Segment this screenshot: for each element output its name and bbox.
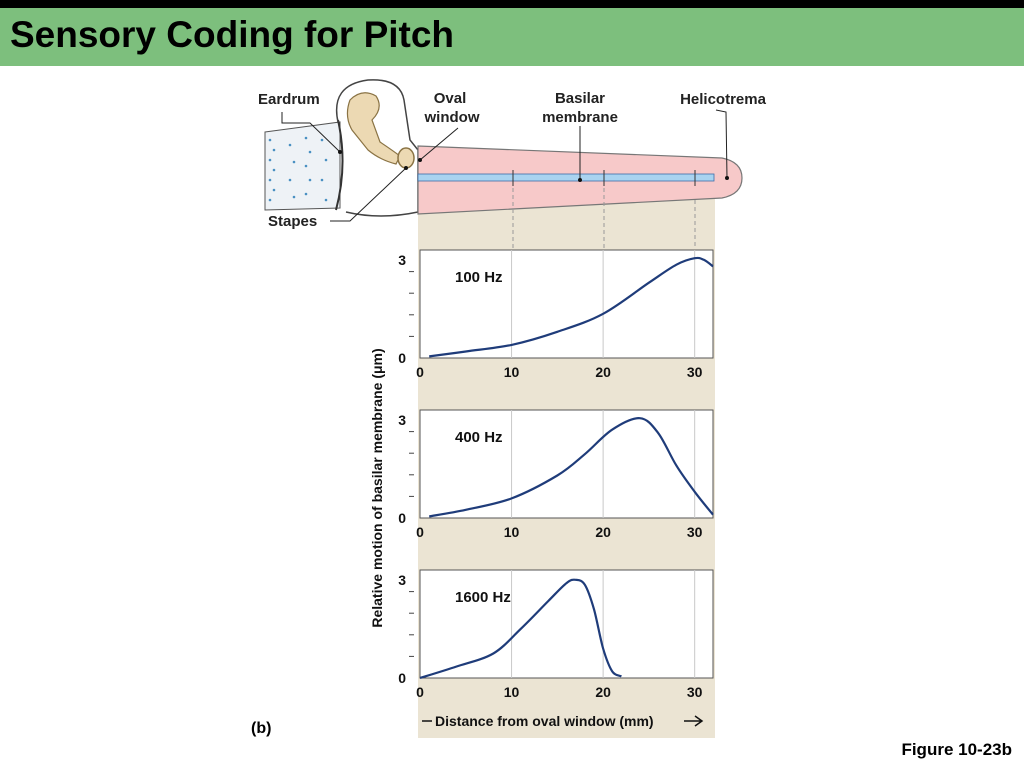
series-line: [419, 578, 622, 680]
label-oval-window-line1: Oval: [434, 90, 467, 107]
ear-diagram: Eardrum Oval window Basilar membrane Hel…: [258, 79, 767, 248]
stapes-footplate: [397, 147, 415, 169]
basilar-membrane: [417, 173, 715, 182]
label-eardrum: Eardrum: [258, 91, 320, 108]
x-label-arrow: [684, 715, 704, 727]
series-label: 1600 Hz: [455, 589, 511, 606]
middle-ear-outline: [335, 79, 419, 217]
slide-title: Sensory Coding for Pitch: [10, 14, 455, 55]
leader-oval: [419, 127, 459, 161]
sound-wave-dots: [268, 136, 328, 202]
leader-dot-oval: [418, 158, 422, 162]
x-axis-label: Distance from oval window (mm): [435, 713, 654, 729]
y-tick-label: 0: [398, 670, 406, 686]
x-tick-label: 0: [416, 524, 424, 540]
x-axis-label-group: Distance from oval window (mm): [422, 713, 704, 729]
x-tick-label: 20: [595, 684, 611, 700]
plot-area: [419, 569, 714, 679]
y-tick-label: 0: [398, 350, 406, 366]
ear-canal: [264, 121, 341, 211]
y-tick-label: 3: [398, 572, 406, 588]
y-axis-label: Relative motion of basilar membrane (μm): [369, 348, 385, 627]
y-tick-label: 3: [398, 412, 406, 428]
label-oval-window-line2: window: [424, 109, 480, 126]
eardrum: [335, 119, 344, 211]
series-line: [429, 417, 714, 518]
title-band: [0, 8, 1024, 66]
figure-label: Figure 10-23b: [901, 740, 1012, 759]
x-tick-label: 10: [504, 524, 520, 540]
x-tick-label: 20: [595, 364, 611, 380]
leader-dot-eardrum: [338, 150, 342, 154]
series-line: [429, 256, 714, 358]
leader-dot-helicotrema: [725, 176, 729, 180]
label-stapes: Stapes: [268, 213, 317, 230]
top-border: [0, 0, 1024, 8]
x-tick-label: 30: [687, 684, 703, 700]
plot-area: [419, 409, 714, 519]
ossicles: [346, 92, 401, 165]
series-label: 400 Hz: [455, 429, 503, 446]
plot-area: [419, 249, 714, 359]
x-tick-label: 20: [595, 524, 611, 540]
x-tick-label: 30: [687, 364, 703, 380]
y-tick-label: 3: [398, 252, 406, 268]
series-label: 100 Hz: [455, 269, 503, 286]
x-tick-label: 0: [416, 364, 424, 380]
y-tick-label: 0: [398, 510, 406, 526]
panel-label: (b): [251, 720, 272, 737]
leader-helicotrema: [715, 109, 728, 179]
leader-eardrum: [281, 112, 341, 153]
x-tick-label: 30: [687, 524, 703, 540]
x-tick-label: 0: [416, 684, 424, 700]
label-basilar-line1: Basilar: [555, 90, 605, 107]
x-tick-label: 10: [504, 684, 520, 700]
leader-stapes: [330, 167, 407, 222]
leader-dot-stapes: [404, 166, 408, 170]
leader-dot-basilar: [578, 178, 582, 182]
label-basilar-line2: membrane: [542, 109, 618, 126]
label-helicotrema: Helicotrema: [680, 91, 767, 108]
x-tick-label: 10: [504, 364, 520, 380]
